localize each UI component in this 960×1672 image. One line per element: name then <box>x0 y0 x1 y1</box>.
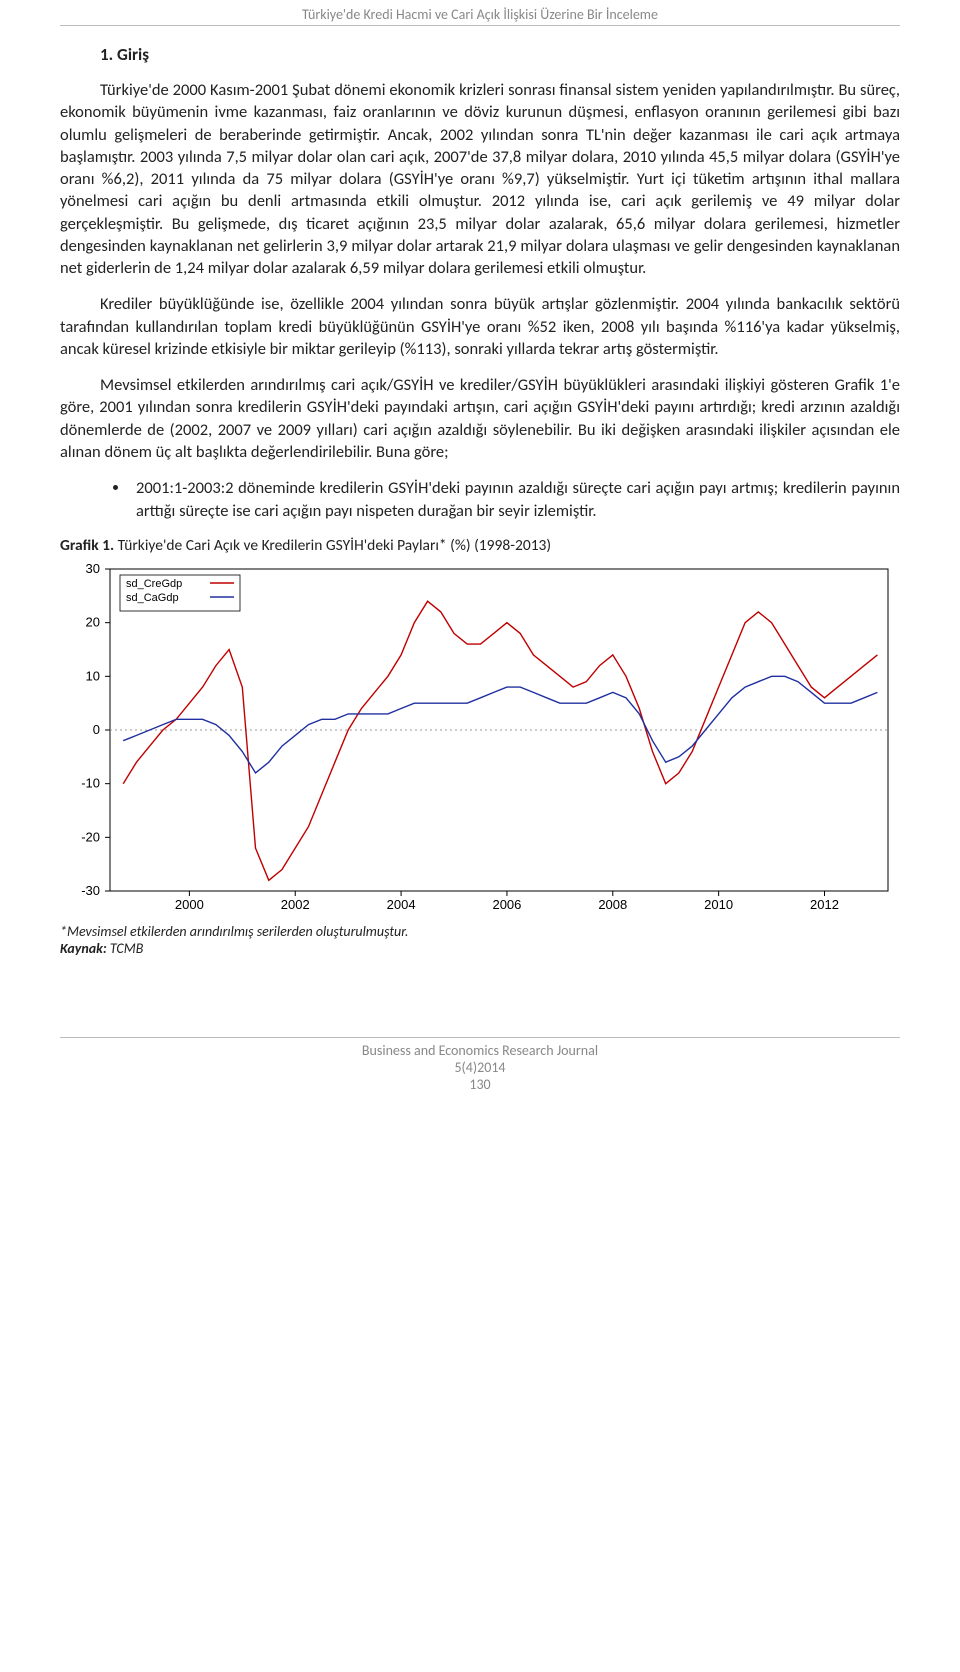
chart-title: Türkiye'de Cari Açık ve Kredilerin GSYİH… <box>118 536 551 555</box>
page-footer: Business and Economics Research Journal … <box>60 1037 900 1113</box>
chart-source-value: TCMB <box>110 940 143 957</box>
chart-source: Kaynak: TCMB <box>60 940 900 957</box>
svg-text:2008: 2008 <box>598 897 627 912</box>
svg-text:2012: 2012 <box>810 897 839 912</box>
svg-text:2002: 2002 <box>281 897 310 912</box>
bullet-list: 2001:1-2003:2 döneminde kredilerin GSYİH… <box>130 477 900 522</box>
svg-text:sd_CaGdp: sd_CaGdp <box>126 592 179 604</box>
svg-text:30: 30 <box>86 561 100 576</box>
page-content: 1. Giriş Türkiye'de 2000 Kasım-2001 Şuba… <box>0 44 960 957</box>
paragraph-3: Mevsimsel etkilerden arındırılmış cari a… <box>60 374 900 463</box>
svg-text:2004: 2004 <box>387 897 416 912</box>
running-title: Türkiye'de Kredi Hacmi ve Cari Açık İliş… <box>302 6 658 23</box>
footer-journal: Business and Economics Research Journal <box>60 1042 900 1059</box>
svg-text:2010: 2010 <box>704 897 733 912</box>
paragraph-1: Türkiye'de 2000 Kasım-2001 Şubat dönemi … <box>60 79 900 279</box>
section-heading: 1. Giriş <box>60 44 900 65</box>
running-header: Türkiye'de Kredi Hacmi ve Cari Açık İliş… <box>60 0 900 26</box>
chart-caption: Grafik 1. Türkiye'de Cari Açık ve Kredil… <box>60 536 900 555</box>
svg-text:0: 0 <box>93 722 100 737</box>
svg-text:-10: -10 <box>81 775 100 790</box>
chart-container: -30 -20 -10 0 10 20 30 2000 2002 2004 2006 2008 2010… <box>60 559 900 957</box>
svg-text:2000: 2000 <box>175 897 204 912</box>
chart-label: Grafik 1. <box>60 536 114 555</box>
paragraph-2: Krediler büyüklüğünde ise, özellikle 200… <box>60 293 900 360</box>
svg-text:10: 10 <box>86 668 100 683</box>
svg-text:-20: -20 <box>81 829 100 844</box>
svg-text:2006: 2006 <box>492 897 521 912</box>
chart-source-label: Kaynak: <box>60 940 107 957</box>
footer-page-number: 130 <box>60 1076 900 1093</box>
svg-text:20: 20 <box>86 614 100 629</box>
svg-text:-30: -30 <box>81 883 100 898</box>
chart-footnote: *Mevsimsel etkilerden arındırılmış seril… <box>60 923 900 940</box>
line-chart: -30 -20 -10 0 10 20 30 2000 2002 2004 2006 2008 2010… <box>60 559 900 919</box>
svg-text:sd_CreGdp: sd_CreGdp <box>126 578 182 590</box>
bullet-item-1: 2001:1-2003:2 döneminde kredilerin GSYİH… <box>130 477 900 522</box>
footer-issue: 5(4)2014 <box>60 1059 900 1076</box>
